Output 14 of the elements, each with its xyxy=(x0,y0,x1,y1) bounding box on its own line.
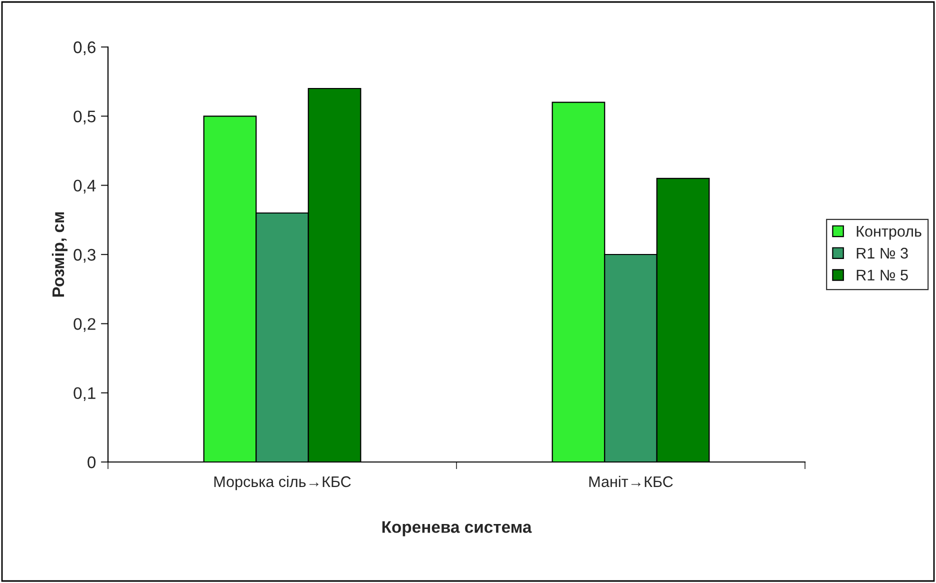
legend-label: Контроль xyxy=(856,226,922,240)
y-tick-label: 0,2 xyxy=(74,318,96,332)
legend-label: R1 № 3 xyxy=(856,248,908,259)
y-tick-label: 0,4 xyxy=(74,180,96,194)
y-tick-label: 0,3 xyxy=(74,248,96,263)
legend-label: R1 № 5 xyxy=(856,270,908,280)
y-axis-title: Розмір, см xyxy=(52,212,68,297)
y-tick-label: 0 xyxy=(88,456,96,468)
y-tick-label: 0,6 xyxy=(74,41,96,56)
y-tick-label: 0,5 xyxy=(74,110,96,124)
x-axis-title: Коренева система xyxy=(382,521,532,536)
x-tick-label: Морська сіль→КБС xyxy=(214,476,351,490)
x-tick-label: Маніт→КБС xyxy=(589,476,673,488)
y-tick-label: 0,1 xyxy=(74,387,96,402)
